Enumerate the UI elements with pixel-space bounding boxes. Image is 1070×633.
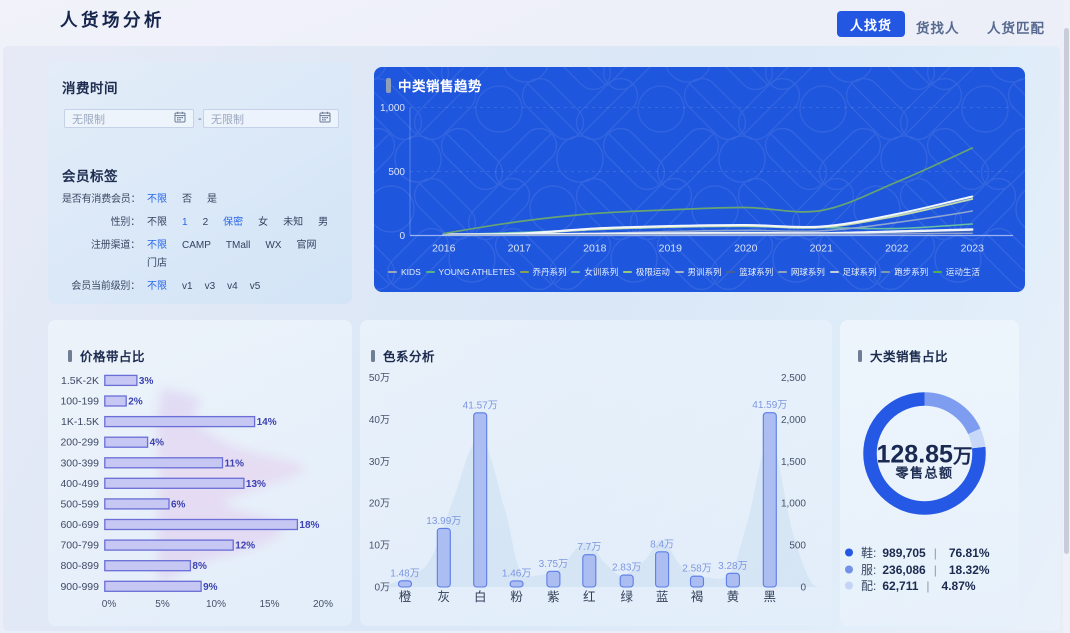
svg-text:15%: 15% [259, 599, 279, 610]
svg-text:128.85万: 128.85万 [877, 441, 973, 469]
svg-text:20万: 20万 [369, 499, 390, 510]
svg-text:1,500: 1,500 [781, 457, 806, 468]
svg-text:零售总额: 零售总额 [894, 466, 953, 481]
svg-text:0: 0 [800, 583, 806, 594]
svg-text:1,000: 1,000 [380, 103, 405, 114]
svg-text:7.7万: 7.7万 [577, 542, 601, 553]
svg-text:2020: 2020 [734, 243, 758, 255]
svg-text:2016: 2016 [432, 243, 456, 255]
svg-text:2023: 2023 [961, 243, 985, 255]
svg-text:4%: 4% [150, 438, 165, 449]
svg-text:50万: 50万 [369, 373, 390, 384]
svg-text:300-399: 300-399 [60, 457, 99, 469]
svg-text:41.57万: 41.57万 [463, 400, 498, 411]
svg-text:配:62,711|4.87%: 配: 62,711 | 4.87% [861, 579, 976, 593]
svg-text:41.59万: 41.59万 [752, 400, 787, 411]
svg-text:服:236,086|18.32%: 服: 236,086 | 18.32% [861, 563, 990, 577]
svg-text:黑: 黑 [764, 590, 777, 604]
svg-text:2.58万: 2.58万 [682, 564, 711, 575]
svg-text:灰: 灰 [438, 590, 451, 604]
svg-text:2017: 2017 [508, 243, 532, 255]
svg-text:10万: 10万 [369, 541, 390, 552]
svg-text:0%: 0% [102, 599, 117, 610]
svg-text:12%: 12% [235, 541, 255, 552]
svg-text:中类销售趋势: 中类销售趋势 [398, 78, 482, 94]
svg-text:500: 500 [388, 167, 405, 178]
svg-text:500-599: 500-599 [60, 498, 99, 510]
svg-text:白: 白 [474, 589, 487, 604]
svg-text:9%: 9% [203, 582, 218, 593]
svg-text:2018: 2018 [583, 243, 607, 255]
svg-text:200-299: 200-299 [60, 437, 99, 449]
svg-text:粉: 粉 [510, 589, 523, 604]
svg-text:2,500: 2,500 [781, 373, 806, 384]
svg-text:2.83万: 2.83万 [612, 563, 641, 574]
svg-text:700-799: 700-799 [60, 540, 99, 552]
svg-text:1.46万: 1.46万 [502, 568, 531, 579]
svg-text:3.28万: 3.28万 [718, 561, 747, 572]
svg-text:20%: 20% [313, 599, 333, 610]
svg-text:0: 0 [399, 231, 405, 242]
svg-text:100-199: 100-199 [60, 396, 99, 408]
svg-text:2022: 2022 [885, 243, 909, 255]
svg-text:900-999: 900-999 [60, 581, 99, 593]
svg-text:3%: 3% [139, 376, 154, 387]
svg-text:500: 500 [789, 541, 806, 552]
svg-text:18%: 18% [299, 520, 319, 531]
svg-text:绿: 绿 [620, 589, 633, 604]
svg-text:0万: 0万 [374, 583, 390, 594]
svg-text:红: 红 [583, 589, 596, 604]
svg-text:2%: 2% [128, 397, 143, 408]
svg-text:1K-1.5K: 1K-1.5K [61, 416, 99, 428]
svg-text:橙: 橙 [399, 589, 412, 604]
svg-text:1,000: 1,000 [781, 499, 806, 510]
svg-text:400-499: 400-499 [60, 478, 99, 490]
svg-text:11%: 11% [225, 458, 245, 469]
svg-text:8.4万: 8.4万 [650, 539, 674, 550]
svg-text:2,000: 2,000 [781, 415, 806, 426]
svg-text:13%: 13% [246, 479, 266, 490]
svg-text:8%: 8% [192, 561, 207, 572]
svg-text:13.99万: 13.99万 [426, 516, 461, 527]
svg-text:30万: 30万 [369, 457, 390, 468]
svg-text:6%: 6% [171, 499, 186, 510]
svg-text:600-699: 600-699 [60, 519, 99, 531]
svg-text:蓝: 蓝 [656, 590, 669, 604]
svg-text:2021: 2021 [810, 243, 834, 255]
svg-text:800-899: 800-899 [60, 560, 99, 572]
svg-text:1.5K-2K: 1.5K-2K [61, 375, 99, 387]
svg-text:1.48万: 1.48万 [390, 568, 419, 579]
svg-text:40万: 40万 [369, 415, 390, 426]
svg-text:2019: 2019 [659, 243, 683, 255]
svg-text:鞋:989,705|76.81%: 鞋: 989,705 | 76.81% [861, 545, 990, 560]
svg-text:黄: 黄 [727, 590, 740, 604]
svg-text:10%: 10% [206, 599, 226, 610]
svg-text:3.75万: 3.75万 [539, 559, 568, 570]
svg-text:褐: 褐 [691, 589, 704, 604]
svg-text:紫: 紫 [547, 590, 560, 604]
svg-text:5%: 5% [155, 599, 170, 610]
svg-text:14%: 14% [257, 417, 277, 428]
